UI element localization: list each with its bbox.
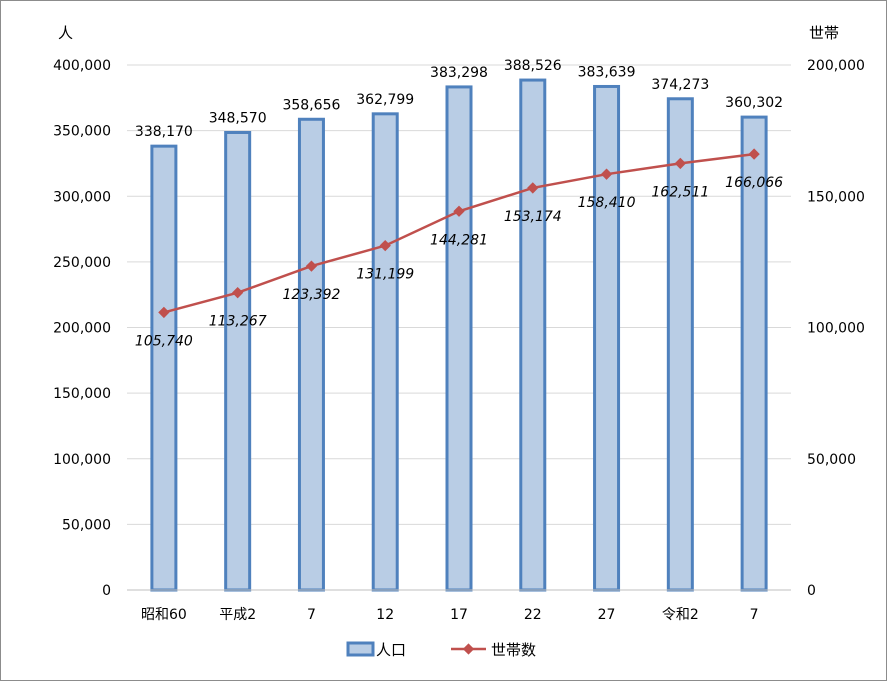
y-left-tick-label: 150,000 bbox=[53, 386, 111, 402]
line-point bbox=[453, 205, 465, 217]
y-right-tick-label: 150,000 bbox=[807, 189, 865, 205]
bar bbox=[519, 78, 547, 592]
y-right-tick-label: 50,000 bbox=[807, 452, 856, 468]
bar-data-label: 383,639 bbox=[578, 64, 636, 80]
bar bbox=[297, 117, 325, 592]
bar bbox=[371, 112, 399, 592]
line-point bbox=[158, 306, 170, 319]
x-tick-label: 17 bbox=[450, 607, 468, 623]
line-point bbox=[379, 239, 391, 252]
line-data-label: 123,392 bbox=[282, 287, 340, 303]
y-left-tick-label: 250,000 bbox=[53, 255, 111, 271]
x-tick-label: 平成2 bbox=[219, 607, 256, 623]
bar-data-label: 383,298 bbox=[430, 65, 488, 81]
line-point bbox=[232, 287, 244, 299]
y-left-axis-title: 人 bbox=[58, 24, 73, 42]
legend: 人口 世帯数 bbox=[346, 641, 536, 659]
line-data-label: 113,267 bbox=[209, 314, 267, 330]
legend-label-households: 世帯数 bbox=[491, 641, 536, 659]
x-tick-label: 12 bbox=[376, 607, 394, 623]
legend-swatch-population bbox=[346, 641, 375, 657]
bar bbox=[150, 144, 178, 592]
x-tick-label: 7 bbox=[307, 607, 316, 623]
bar-data-label: 362,799 bbox=[356, 92, 414, 108]
y-right-tick-label: 200,000 bbox=[807, 58, 865, 74]
bar-data-label: 360,302 bbox=[725, 95, 783, 111]
y-left-tick-label: 350,000 bbox=[53, 124, 111, 140]
bar-data-label: 348,570 bbox=[209, 111, 267, 127]
x-tick-label: 令和2 bbox=[662, 607, 699, 623]
line-point bbox=[527, 182, 539, 194]
y-right-axis-title: 世帯 bbox=[809, 24, 839, 42]
y-right-tick-label: 100,000 bbox=[807, 321, 865, 337]
bar-data-label: 374,273 bbox=[651, 77, 709, 93]
legend-marker-households bbox=[462, 643, 475, 655]
line-data-label: 162,511 bbox=[651, 184, 709, 200]
line-data-label: 131,199 bbox=[356, 267, 414, 283]
y-left-tick-label: 100,000 bbox=[53, 452, 111, 468]
line-point bbox=[305, 260, 318, 272]
line-series bbox=[158, 148, 760, 319]
y-left-tick-label: 300,000 bbox=[53, 189, 111, 205]
bar bbox=[445, 85, 473, 592]
x-tick-label: 27 bbox=[598, 607, 616, 623]
line-data-label: 105,740 bbox=[135, 333, 193, 349]
bar-data-label: 388,526 bbox=[504, 58, 562, 74]
bar-data-label: 338,170 bbox=[135, 124, 193, 140]
bar-data-label: 358,656 bbox=[282, 97, 340, 113]
bar-series bbox=[150, 78, 768, 592]
bar bbox=[593, 84, 621, 592]
y-left-tick-label: 400,000 bbox=[53, 58, 111, 74]
axes: 0 50,000 100,000 150,000 200,000 250,000 300,0… bbox=[53, 58, 865, 623]
bar bbox=[740, 115, 768, 592]
line-data-label: 158,410 bbox=[578, 195, 636, 211]
legend-label-population: 人口 bbox=[376, 641, 406, 659]
y-left-tick-label: 0 bbox=[102, 583, 111, 599]
bar bbox=[224, 131, 252, 592]
line-data-label: 144,281 bbox=[430, 232, 488, 248]
y-right-tick-label: 0 bbox=[807, 583, 816, 599]
data-labels: 338,170 348,570 358,656 362,799 383,298 388,5… bbox=[135, 58, 783, 349]
y-left-tick-label: 200,000 bbox=[53, 321, 111, 337]
y-left-tick-label: 50,000 bbox=[62, 517, 111, 533]
x-tick-label: 7 bbox=[750, 607, 759, 623]
x-tick-label: 22 bbox=[524, 607, 542, 623]
line-data-label: 153,174 bbox=[504, 209, 562, 225]
x-tick-label: 昭和60 bbox=[141, 607, 187, 623]
line-point bbox=[600, 168, 613, 180]
line-point bbox=[748, 148, 760, 160]
bar bbox=[666, 97, 694, 592]
line-data-label: 166,066 bbox=[725, 175, 783, 191]
line-point bbox=[674, 157, 686, 170]
